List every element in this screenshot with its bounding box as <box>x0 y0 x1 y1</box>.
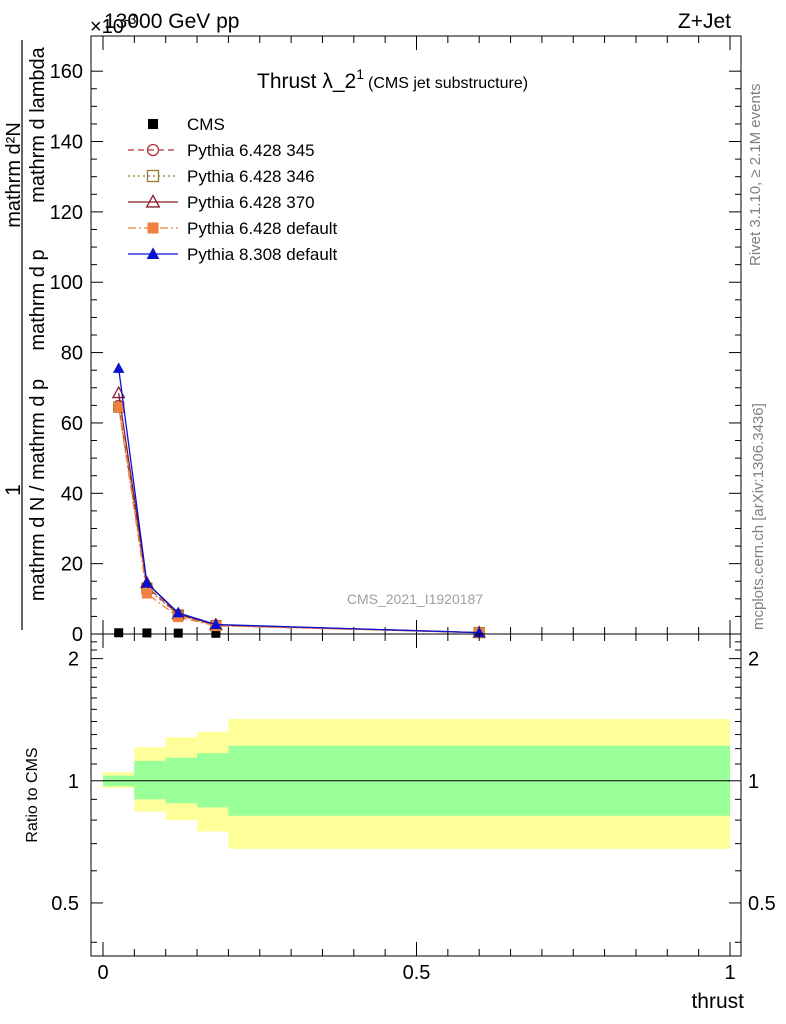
series-5 <box>112 362 485 638</box>
ytick-label: 120 <box>50 202 83 224</box>
ytick-label: 0 <box>72 624 83 646</box>
ratio-xticks: 0 0.5 1 <box>97 634 736 984</box>
legend-entry: CMS <box>148 115 225 134</box>
chart-title: Thrust λ_21(CMS jet substructure) <box>257 66 528 93</box>
ratio-ytick-label: 0.5 <box>748 893 776 915</box>
ratio-ytick-label: 2 <box>748 649 759 671</box>
legend-label: Pythia 6.428 370 <box>187 193 315 212</box>
data-point <box>112 362 125 373</box>
ylabel-prefix: 1 <box>2 484 25 496</box>
ratio-panel: 0.5 0.51 12 2 0 0.5 1 Ratio to CMS thrust <box>24 633 776 1013</box>
data-point <box>146 169 160 183</box>
legend-entry: Pythia 6.428 370 <box>128 193 315 212</box>
mcplots-label: mcplots.cern.ch [arXiv:1306.3436] <box>750 403 767 630</box>
process-label: Z+Jet <box>678 10 731 33</box>
legend-entry: Pythia 6.428 345 <box>128 141 315 160</box>
ytick-label: 40 <box>61 483 83 505</box>
ytick-label: 20 <box>61 554 83 576</box>
data-point <box>148 119 158 129</box>
main-yticks: 0 20 40 60 80 100 120 140 160 <box>50 61 741 646</box>
xtick-label: 0 <box>97 962 108 984</box>
data-point <box>114 628 124 638</box>
legend: CMS Pythia 6.428 345 Pythia 6.428 346 Pythi… <box>128 115 338 264</box>
ylabel-denominator-d: mathrm d N / mathrm d p <box>27 379 49 601</box>
legend-entry: Pythia 6.428 default <box>128 219 338 238</box>
data-point <box>211 628 221 638</box>
ylabel-denominator-b: mathrm d lambda <box>27 46 49 202</box>
legend-label: Pythia 6.428 345 <box>187 141 315 160</box>
ratio-ytick-label: 2 <box>68 649 79 671</box>
data-point <box>146 143 160 157</box>
data-point <box>173 628 183 638</box>
ylabel-numerator: mathrm d²N <box>3 122 25 228</box>
data-point <box>142 628 152 638</box>
legend-label: CMS <box>187 115 225 134</box>
ratio-yticks: 0.5 0.5 1 1 2 2 <box>51 641 776 943</box>
xtick-label: 1 <box>724 962 735 984</box>
energy-label: 13000 GeV pp <box>104 10 239 33</box>
ytick-label: 160 <box>50 61 83 83</box>
exponent-label: ×10-3 <box>90 11 137 38</box>
legend-entry: Pythia 6.428 346 <box>128 167 315 186</box>
data-point <box>141 576 153 588</box>
legend-label: Pythia 6.428 default <box>187 219 338 238</box>
ytick-label: 140 <box>50 132 83 154</box>
legend-label: Pythia 8.308 default <box>187 245 338 264</box>
legend-entry: Pythia 8.308 default <box>128 245 338 264</box>
data-point <box>113 402 124 413</box>
ratio-ytick-label: 1 <box>748 771 759 793</box>
xlabel: thrust <box>691 990 744 1013</box>
ratio-ytick-label: 0.5 <box>51 893 79 915</box>
data-point <box>210 618 222 630</box>
data-point <box>172 606 184 618</box>
legend-label: Pythia 6.428 346 <box>187 167 315 186</box>
ratio-ytick-label: 1 <box>68 771 79 793</box>
watermark: CMS_2021_I1920187 <box>347 591 483 607</box>
rivet-label: Rivet 3.1.10, ≥ 2.1M events <box>747 84 764 267</box>
data-point <box>141 588 152 599</box>
inner-band-bin <box>134 760 166 800</box>
ytick-label: 80 <box>61 343 83 365</box>
data-point <box>146 247 160 259</box>
ratio-ylabel: Ratio to CMS <box>24 747 41 842</box>
ylabel-denominator-a: mathrm d p <box>27 249 49 350</box>
data-point <box>145 194 161 208</box>
data-point <box>147 222 159 234</box>
ytick-label: 60 <box>61 413 83 435</box>
ytick-label: 100 <box>50 272 83 294</box>
series-0 <box>114 628 221 638</box>
main-ylabel: 1 mathrm d²N mathrm d N / mathrm d p mat… <box>2 40 49 630</box>
inner-band-bin <box>197 753 229 808</box>
main-xticks <box>102 36 731 634</box>
ratio-bands <box>103 718 730 849</box>
xtick-label: 0.5 <box>403 962 431 984</box>
